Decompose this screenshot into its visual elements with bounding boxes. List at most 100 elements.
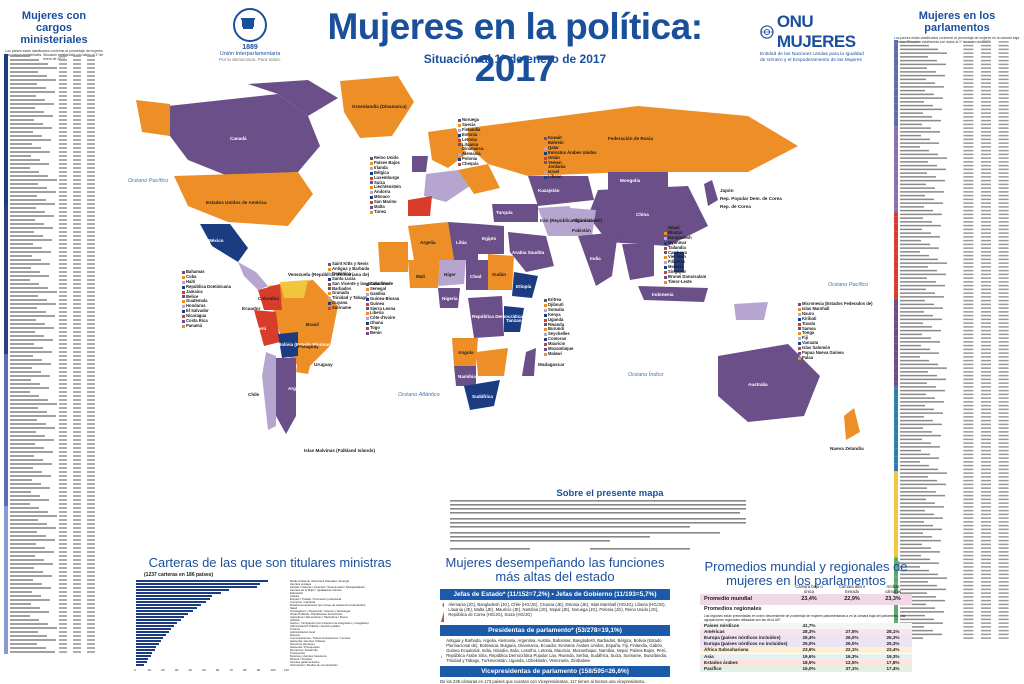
rank-band bbox=[4, 382, 8, 386]
rank-row-value bbox=[59, 623, 67, 625]
rank-band bbox=[4, 62, 8, 66]
rank-row-value bbox=[963, 333, 974, 336]
rank-row-value bbox=[998, 562, 1009, 564]
rank-row-value bbox=[963, 168, 974, 171]
rank-row-value bbox=[87, 167, 95, 169]
rank-row-value bbox=[963, 401, 974, 403]
rank-row-text bbox=[10, 603, 31, 605]
rank-band bbox=[4, 558, 8, 562]
rank-row-value bbox=[73, 355, 81, 357]
rank-row-value bbox=[73, 83, 81, 85]
color-swatch-icon bbox=[458, 123, 461, 127]
label-bolivia: Bolivia (Estado Plurinacional de) bbox=[278, 342, 350, 347]
rank-band bbox=[4, 178, 8, 182]
rank-row-text bbox=[900, 453, 930, 456]
rank-row-value bbox=[73, 75, 81, 77]
rank-row-value bbox=[980, 633, 992, 636]
rank-row-text bbox=[900, 562, 939, 564]
rank-row-value bbox=[73, 555, 81, 557]
callout-country-name: Singapur bbox=[668, 269, 687, 275]
rank-row-text bbox=[10, 447, 44, 449]
callout-country: Finlandia bbox=[458, 127, 483, 133]
rank-row-value bbox=[87, 419, 95, 421]
callout-country: Uganda bbox=[544, 317, 573, 323]
rank-row-value bbox=[59, 515, 67, 517]
rank-row-value bbox=[963, 273, 974, 276]
rank-row-text bbox=[900, 194, 925, 197]
callout-country: Túnez bbox=[370, 209, 401, 215]
color-swatch-icon bbox=[544, 308, 547, 312]
rank-row-value bbox=[998, 633, 1009, 636]
rank-row-value bbox=[73, 339, 81, 341]
rank-row-value bbox=[59, 299, 67, 301]
rank-row-value bbox=[980, 149, 992, 152]
callout-country-name: Saint Kitts y Nevis bbox=[332, 261, 369, 266]
color-swatch-icon bbox=[366, 317, 369, 321]
region-both: 28,1% bbox=[886, 629, 900, 635]
callout-country: Polonia bbox=[458, 156, 483, 162]
rank-row-text bbox=[900, 393, 926, 396]
rank-row-text bbox=[10, 247, 42, 249]
rank-row-value bbox=[998, 153, 1009, 156]
label-angola: Angola bbox=[458, 350, 474, 355]
rank-row-value bbox=[980, 551, 992, 553]
col-upper-header: Cámara alta o Senado bbox=[838, 584, 866, 594]
rank-row-text bbox=[900, 494, 945, 497]
averages-section: Promedios mundial y regionales de mujere… bbox=[700, 560, 912, 588]
rank-band bbox=[4, 138, 8, 142]
rank-row-value bbox=[87, 599, 95, 601]
region-upper: 26,0% bbox=[845, 641, 859, 647]
rank-row-value bbox=[59, 107, 67, 109]
axis-tick-label: 80 bbox=[243, 668, 247, 672]
callout-country-name: Djibouti bbox=[548, 301, 564, 307]
country-mexico bbox=[200, 224, 248, 262]
rank-row-value bbox=[963, 483, 974, 486]
color-swatch-icon bbox=[328, 267, 331, 271]
color-swatch-icon bbox=[458, 148, 461, 152]
rank-row-text bbox=[10, 547, 45, 549]
parliaments-panel-note: Los países están clasificados conforme a… bbox=[894, 36, 1020, 45]
callout-country-name: Granada bbox=[332, 290, 349, 296]
rank-band bbox=[894, 576, 898, 580]
rank-row-text bbox=[900, 517, 943, 519]
rank-row-value bbox=[73, 431, 81, 433]
rank-band bbox=[4, 110, 8, 114]
rank-row-value bbox=[998, 48, 1009, 51]
rank-row-value bbox=[59, 619, 67, 621]
rank-row-value bbox=[998, 333, 1009, 336]
bar bbox=[136, 661, 147, 664]
rank-row-value bbox=[73, 115, 81, 117]
bar bbox=[136, 625, 175, 628]
rank-row-value bbox=[59, 275, 67, 277]
rank-row-text bbox=[10, 127, 52, 129]
rank-row-value bbox=[73, 503, 81, 505]
rank-row-value bbox=[980, 41, 992, 43]
rank-band bbox=[4, 302, 8, 306]
region-scandinavia bbox=[428, 128, 466, 168]
rank-band bbox=[894, 613, 898, 618]
rank-row-value bbox=[59, 295, 67, 297]
rank-band bbox=[4, 622, 8, 626]
rank-row-value bbox=[998, 573, 1009, 576]
country-india bbox=[578, 232, 618, 286]
rank-band bbox=[4, 146, 8, 150]
rank-row-value bbox=[980, 371, 992, 373]
rank-row-text bbox=[10, 111, 44, 113]
rank-row-value bbox=[87, 499, 95, 501]
rank-row-value bbox=[963, 292, 974, 294]
label-sudan: Sudán bbox=[492, 272, 507, 277]
rank-row-text bbox=[900, 408, 934, 411]
rank-row-value bbox=[980, 397, 992, 399]
axis-tick-label: 0 bbox=[134, 668, 136, 672]
rank-band bbox=[4, 594, 8, 598]
rank-row-text bbox=[10, 487, 50, 489]
rank-row-text bbox=[900, 569, 929, 572]
rank-row-value bbox=[963, 232, 974, 234]
rank-row-text bbox=[10, 611, 49, 613]
rank-row-text bbox=[10, 115, 53, 117]
rank-row-text bbox=[900, 341, 940, 343]
bar bbox=[136, 655, 151, 658]
rank-row-value bbox=[73, 191, 81, 193]
rank-row-value bbox=[59, 163, 67, 165]
rank-row-text bbox=[900, 442, 931, 444]
